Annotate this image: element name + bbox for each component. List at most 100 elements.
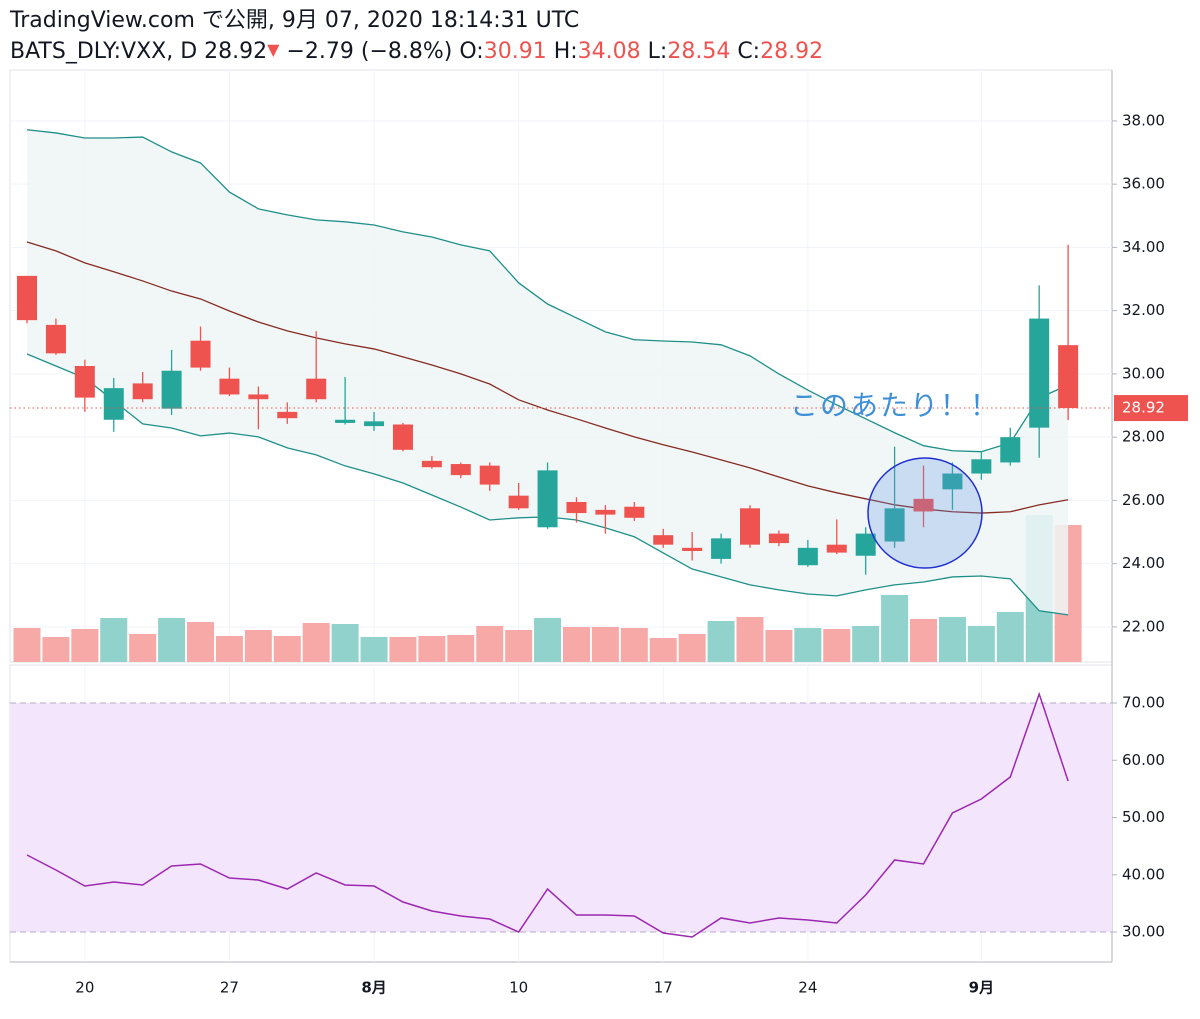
candle-body xyxy=(190,340,211,368)
volume-bar xyxy=(852,626,880,662)
candle-body xyxy=(653,535,674,545)
high-label: H: xyxy=(553,39,578,64)
volume-bar xyxy=(100,618,128,662)
candle-body xyxy=(335,419,356,423)
low-label: L: xyxy=(647,39,668,64)
y-tick-label: 24.00 xyxy=(1122,554,1165,572)
candle-body xyxy=(682,547,703,551)
candle-body xyxy=(508,495,529,509)
candle-body xyxy=(913,498,934,512)
candle-body xyxy=(942,473,963,490)
x-tick-label: 9月 xyxy=(969,979,994,997)
volume-bar xyxy=(591,627,619,662)
y-tick-label: 34.00 xyxy=(1122,238,1165,256)
volume-bar xyxy=(71,629,99,662)
candle-body xyxy=(537,470,558,528)
y-tick-label: 50.00 xyxy=(1122,808,1165,826)
volume-bar xyxy=(910,619,938,662)
candle-body xyxy=(132,383,153,400)
volume-bar xyxy=(129,634,157,662)
y-tick-label: 28.00 xyxy=(1122,428,1165,446)
x-tick-label: 20 xyxy=(75,979,94,997)
y-tick-label: 30.00 xyxy=(1122,923,1165,941)
volume-bar xyxy=(765,630,793,662)
candle-body xyxy=(421,460,442,468)
candle-body xyxy=(740,508,760,545)
highlight-circle xyxy=(867,457,983,569)
y-tick-label: 60.00 xyxy=(1122,751,1165,769)
volume-bar xyxy=(534,618,562,662)
candle-body xyxy=(17,275,37,321)
open-value: 30.91 xyxy=(483,39,547,64)
volume-bar xyxy=(447,635,475,662)
volume-bar xyxy=(996,612,1024,662)
x-tick-label: 8月 xyxy=(361,979,386,997)
header: TradingView.com で公開, 9月 07, 2020 18:14:3… xyxy=(10,6,823,66)
close-value: 28.92 xyxy=(760,39,824,64)
candle-body xyxy=(624,506,645,518)
down-arrow: ▼ xyxy=(267,40,280,59)
candle-body xyxy=(595,509,616,515)
last-price: 28.92 xyxy=(204,39,268,64)
y-tick-label: 36.00 xyxy=(1122,175,1165,193)
candle-body xyxy=(1000,437,1021,463)
volume-bar xyxy=(938,617,966,662)
x-tick-label: 27 xyxy=(220,979,239,997)
volume-bar xyxy=(158,618,186,662)
y-tick-label: 32.00 xyxy=(1122,301,1165,319)
volume-bar xyxy=(331,624,359,662)
x-tick-label: 17 xyxy=(654,979,673,997)
last-price-box xyxy=(1114,395,1188,422)
candle-body xyxy=(45,324,66,354)
volume-bar xyxy=(389,637,417,662)
volume-bar xyxy=(244,630,272,662)
open-label: O: xyxy=(459,39,484,64)
published: TradingView.com で公開, 9月 07, 2020 18:14:3… xyxy=(10,8,580,33)
volume-bar xyxy=(42,637,70,662)
last-price-label: 28.92 xyxy=(1122,399,1165,417)
high-value: 34.08 xyxy=(577,39,641,64)
volume-bar xyxy=(967,626,995,662)
volume-bar xyxy=(823,629,851,662)
candle-body xyxy=(74,366,95,398)
candle-body xyxy=(884,508,905,542)
close-label: C: xyxy=(737,39,761,64)
candle-body xyxy=(768,533,789,544)
candle-body xyxy=(797,547,818,566)
plot-layer: 20 27 8月 10 17 24 9月 22.00 24.00 26.00 28.00 30.00 3… xyxy=(10,70,1188,997)
candle-body xyxy=(971,459,992,474)
volume-bar xyxy=(707,621,735,662)
low-value: 28.54 xyxy=(667,39,731,64)
volume-bar xyxy=(649,638,677,662)
candle-body xyxy=(364,421,385,427)
volume-bar xyxy=(794,628,822,662)
candle-body xyxy=(479,465,500,485)
volume-bar xyxy=(736,617,764,662)
candle-body xyxy=(826,544,847,553)
published-line: TradingView.com で公開, 9月 07, 2020 18:14:3… xyxy=(10,6,823,35)
candle-body xyxy=(392,424,413,450)
candle-body xyxy=(711,538,732,559)
volume-bar xyxy=(187,622,215,662)
candle-body xyxy=(855,533,876,556)
candle-body xyxy=(306,378,327,400)
volume-bar xyxy=(476,626,504,662)
rsi-line xyxy=(26,691,1069,938)
x-tick-label: 10 xyxy=(509,979,528,997)
y-tick-label: 38.00 xyxy=(1122,111,1165,129)
volume-bar xyxy=(562,627,590,662)
y-tick-label: 30.00 xyxy=(1122,364,1165,382)
volume-bar xyxy=(215,636,243,662)
y-tick-label: 26.00 xyxy=(1122,491,1165,509)
volume-bar xyxy=(418,636,446,662)
candle-body xyxy=(219,378,240,395)
x-tick-label: 24 xyxy=(798,979,817,997)
candle-body xyxy=(1058,345,1079,409)
volume-bar xyxy=(505,630,533,662)
candle-body xyxy=(248,394,269,400)
symbol: BATS_DLY:VXX, D xyxy=(10,39,198,64)
candle-body xyxy=(161,370,182,409)
candle-body xyxy=(103,388,124,420)
band-upper xyxy=(26,129,1069,453)
